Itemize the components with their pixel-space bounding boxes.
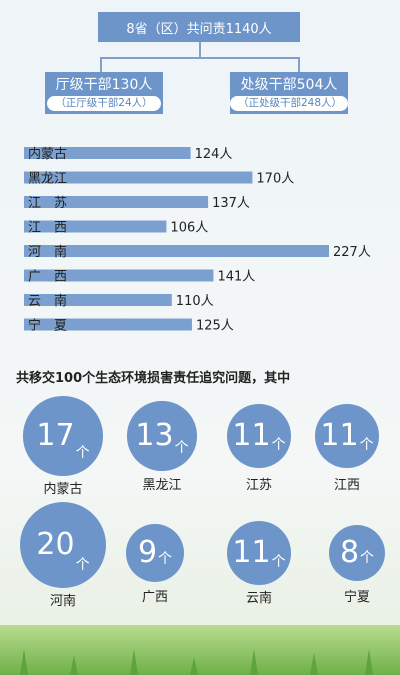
bar-category-label: 内蒙古 [28,146,67,162]
bubble-value: 11 [232,417,271,453]
department-level-main: 厅级干部130人 [55,76,153,93]
bubble-value: 13 [135,417,174,453]
bubble-category-label: 黑龙江 [142,478,182,493]
issue-bubble: 20 个 [20,502,106,588]
bar-value-label: 106人 [170,221,208,236]
bar-category-label: 广 西 [28,270,67,285]
bar-value-label: 124人 [195,147,233,162]
bubble-value: 8 [339,535,360,570]
bubble-unit: 个 [75,444,90,461]
bar-5 [24,269,214,282]
bubble-value: 11 [320,417,359,453]
grass-decoration [0,625,400,675]
bar-1 [24,171,253,184]
bar-3 [24,220,167,233]
bar-category-label: 江 苏 [28,195,67,211]
bubble-value: 11 [232,534,271,570]
bar-value-label: 125人 [196,319,234,334]
bubble-unit: 个 [359,436,374,453]
bubble-value: 20 [36,527,75,562]
division-level-main: 处级干部504人 [240,76,338,93]
bubble-value: 9 [137,534,158,570]
bubble-category-label: 云南 [245,590,272,606]
bubble-unit: 个 [360,550,375,566]
connector-horizontal [100,57,300,59]
total-accountability-text: 8省（区）共问责1140人 [126,21,272,37]
division-level-note: （正处级干部248人） [230,95,348,111]
issue-bubble: 17 个 [23,396,103,476]
bar-category-label: 云 南 [28,293,67,309]
bubble-unit: 个 [174,439,189,456]
bar-category-label: 黑龙江 [28,172,67,187]
connector-left-drop [100,57,102,73]
issue-bubble: 11 个 [227,521,291,585]
bubble-unit: 个 [271,553,286,570]
bubble-unit: 个 [158,550,173,567]
issue-bubble: 11 个 [315,404,379,468]
bar-category-label: 江 西 [28,221,67,236]
bar-value-label: 110人 [176,294,214,309]
bubble-category-label: 江苏 [245,478,272,493]
bar-7 [24,318,192,331]
connector-right-drop [298,57,300,73]
issue-bubble: 11 个 [227,404,291,468]
bubble-category-label: 江西 [333,478,360,493]
bubble-category-label: 内蒙古 [43,481,83,497]
bubble-category-label: 宁夏 [343,590,370,605]
issues-caption: 共移交100个生态环境损害责任追究问题，其中 [16,371,291,386]
bar-2 [24,196,209,208]
department-level-note: （正厅级干部24人） [47,95,161,111]
bar-0 [24,147,191,159]
bar-value-label: 227人 [333,245,371,260]
bubble-value: 17 [36,417,75,453]
bubble-unit: 个 [271,436,286,453]
department-level-box: 厅级干部130人 （正厅级干部24人） [45,72,163,114]
bar-value-label: 137人 [212,196,250,211]
bubble-category-label: 河南 [49,594,76,609]
bubble-category-label: 广西 [141,590,168,605]
division-level-box: 处级干部504人 （正处级干部248人） [230,72,348,114]
bar-6 [24,294,172,306]
bar-category-label: 河 南 [28,244,67,260]
bar-value-label: 170人 [256,172,294,187]
bar-4 [24,245,329,257]
issue-bubble: 13 个 [127,401,197,471]
bar-category-label: 宁 夏 [28,318,67,334]
bubble-unit: 个 [75,557,90,573]
bar-value-label: 141人 [217,270,255,285]
connector-vertical-top [199,42,201,58]
total-accountability-box: 8省（区）共问责1140人 [98,12,300,42]
